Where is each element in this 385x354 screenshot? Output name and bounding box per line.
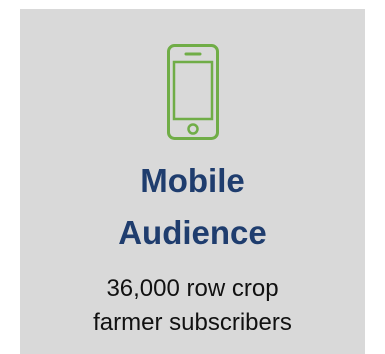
mobile-audience-card: Mobile Audience 36,000 row crop farmer s… (20, 9, 365, 354)
subtitle-line-2: farmer subscribers (93, 309, 292, 336)
subtitle-line-1: 36,000 row crop (106, 275, 279, 302)
title-line-1: Mobile (140, 162, 245, 199)
smartphone-icon (167, 44, 219, 140)
title-line-2: Audience (118, 214, 267, 251)
